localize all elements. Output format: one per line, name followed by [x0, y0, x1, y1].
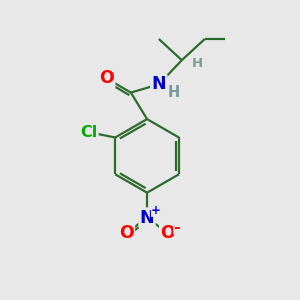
Text: N: N: [140, 209, 154, 227]
Text: O: O: [119, 224, 134, 242]
Text: H: H: [168, 85, 180, 100]
Text: O: O: [99, 69, 114, 87]
Text: N: N: [152, 75, 166, 93]
Text: H: H: [191, 57, 203, 70]
Text: O: O: [160, 224, 175, 242]
Text: -: -: [173, 220, 180, 235]
Text: Cl: Cl: [80, 125, 97, 140]
Text: +: +: [151, 204, 161, 217]
